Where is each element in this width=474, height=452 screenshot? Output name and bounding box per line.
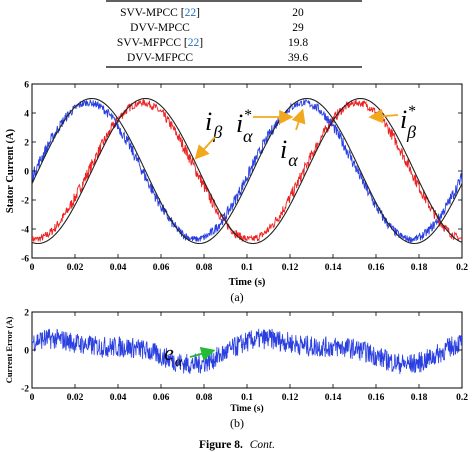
table-value-2: 19.8 (288, 37, 308, 49)
chart-a-ytick-3: 0 (24, 168, 29, 178)
chart-a-ytick-0: 6 (24, 81, 29, 91)
table-value-3: 39.6 (288, 52, 308, 64)
chart-a-annotation-0: iβ (205, 107, 223, 142)
table-ref-2: 22 (188, 37, 200, 49)
chart-a-annotation-arrow-3 (368, 108, 399, 124)
chart-a-xtick-4: 0.08 (196, 263, 213, 273)
chart-a-xtick-6: 0.12 (282, 263, 299, 273)
chart-a: 0 0.02 0.04 0.06 0.08 0.1 0.12 0.14 0.16 0.18 0.2 … (5, 81, 468, 305)
chart-a-ytick-4: -2 (21, 197, 29, 207)
chart-a-ytick-5: -4 (21, 226, 29, 236)
chart-b-xtick-7: 0.14 (325, 393, 342, 403)
chart-b-annotation-arrow-0 (189, 346, 216, 361)
chart-a-xlabel: Time (s) (229, 277, 266, 288)
table-method-3: DVV-MFPCC (127, 52, 193, 64)
chart-b: 0 0.02 0.04 0.06 0.08 0.1 0.12 0.14 0.16 0.18 0.2 … (4, 309, 468, 431)
chart-a-ytick-2: 2 (24, 139, 29, 149)
chart-a-xtick-8: 0.16 (368, 263, 385, 273)
chart-a-sublabel: (a) (230, 290, 243, 304)
chart-b-xtick-1: 0.02 (67, 393, 84, 403)
chart-b-xtick-2: 0.04 (110, 393, 127, 403)
chart-b-xtick-8: 0.16 (368, 393, 385, 403)
chart-a-ytick-1: 4 (24, 110, 29, 120)
chart-a-annotation-3: i* β (400, 103, 417, 142)
chart-b-xtick-6: 0.12 (282, 393, 299, 403)
chart-b-xtick-10: 0.2 (456, 393, 468, 403)
table-value-0: 20 (292, 7, 304, 19)
chart-a-annotation-2: iα (280, 135, 298, 170)
chart-b-xtick-3: 0.06 (153, 393, 170, 403)
chart-b-ylabel: Current Error (A) (4, 317, 14, 384)
chart-b-series-0 (32, 328, 462, 374)
chart-a-xtick-10: 0.2 (456, 263, 468, 273)
chart-a-xtick-1: 0.02 (67, 263, 84, 273)
chart-a-annotation-arrow-2 (291, 108, 306, 131)
chart-a-annotation-arrow-0 (194, 136, 216, 160)
table-method-0: SVV-MPCC [22] (120, 7, 200, 19)
table-method-1: DVV-MPCC (130, 22, 190, 34)
results-table: SVV-MPCC [22] 20 DVV-MPCC 29 SVV-MFPCC [22] 1… (106, 0, 362, 68)
chart-a-xtick-5: 0.1 (241, 263, 253, 273)
chart-a-series-2 (32, 97, 462, 245)
chart-b-xtick-5: 0.1 (241, 393, 253, 403)
chart-b-xtick-0: 0 (30, 393, 35, 403)
figure-caption-text: Cont. (250, 439, 275, 451)
chart-b-ytick-0: 2 (24, 309, 29, 319)
chart-a-xtick-0: 0 (30, 263, 35, 273)
chart-b-xtick-9: 0.18 (411, 393, 428, 403)
chart-a-ytick-6: -6 (21, 255, 29, 265)
chart-b-xlabel: Time (s) (230, 403, 263, 414)
chart-a-xtick-7: 0.14 (325, 263, 342, 273)
chart-a-annotation-1: i* α (236, 107, 253, 146)
chart-a-xtick-3: 0.06 (153, 263, 170, 273)
chart-a-xtick-2: 0.04 (110, 263, 127, 273)
table-method-2: SVV-MFPCC [22] (117, 37, 203, 49)
table-value-1: 29 (292, 22, 304, 34)
chart-a-xtick-9: 0.18 (411, 263, 428, 273)
figure-caption-label: Figure 8. (199, 439, 243, 451)
chart-b-sublabel: (b) (230, 416, 244, 430)
chart-a-series-3 (32, 97, 462, 245)
figure-caption: Figure 8. Cont. (199, 439, 275, 451)
chart-a-ylabel: Stator Current (A) (5, 128, 16, 213)
chart-b-ytick-1: 0 (24, 347, 29, 357)
chart-b-ytick-2: -2 (21, 385, 29, 395)
chart-b-frame (31, 311, 463, 389)
table-ref-0: 22 (185, 7, 197, 19)
chart-b-xtick-4: 0.08 (196, 393, 213, 403)
chart-b-annotation-0: eα (164, 340, 183, 370)
